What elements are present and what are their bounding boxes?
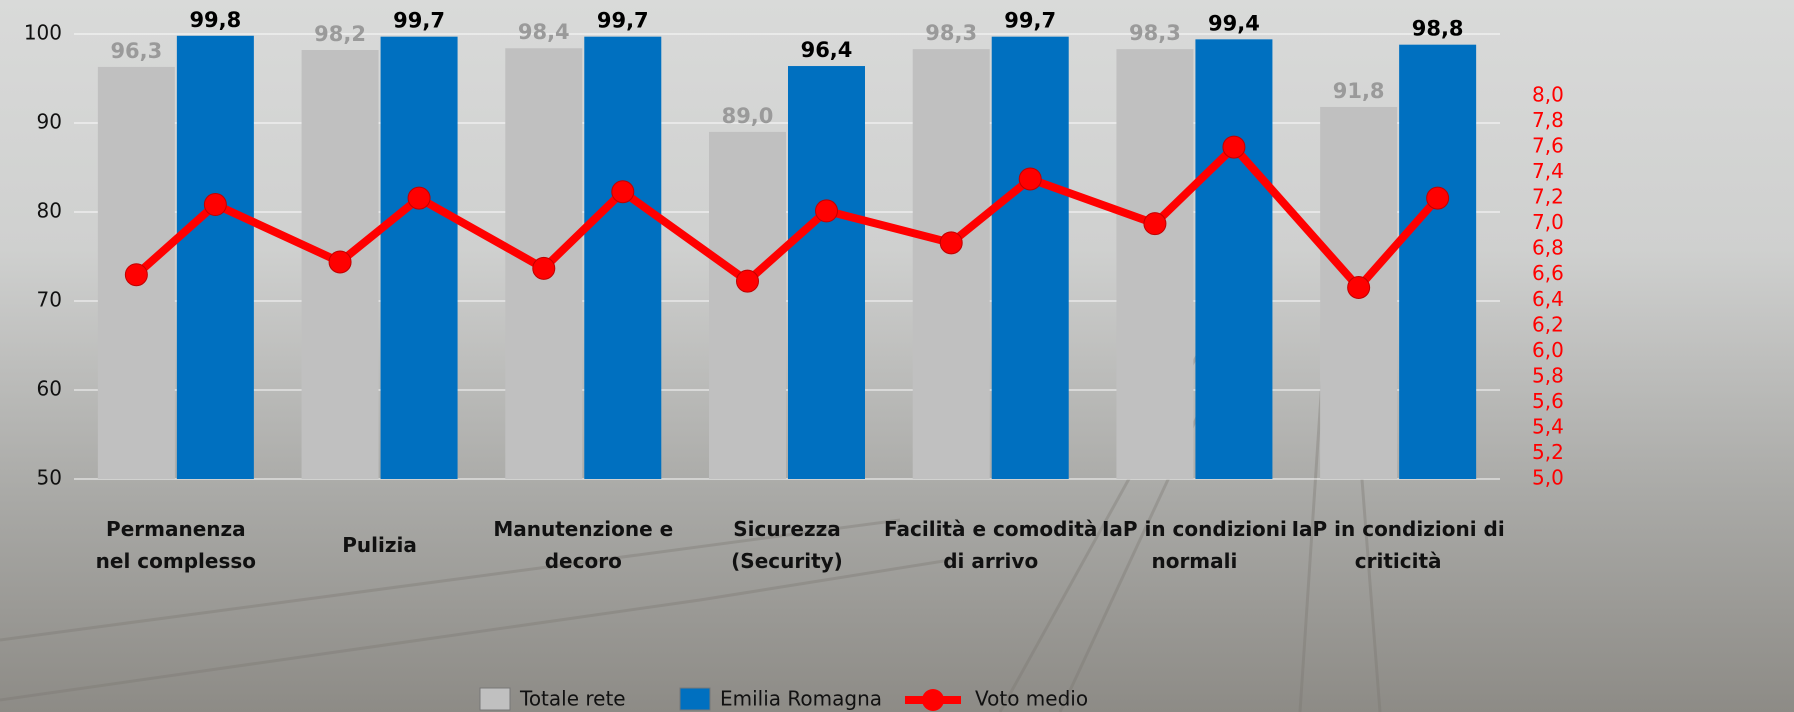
x-tick-label: Pulizia — [342, 533, 417, 557]
bar — [176, 35, 254, 479]
bar — [991, 36, 1069, 480]
bar — [709, 131, 786, 479]
bar — [1399, 44, 1477, 480]
x-tick-label: Sicurezza (Security) — [731, 517, 843, 573]
value-label: 91,8 — [1333, 79, 1385, 103]
value-label: 98,4 — [518, 20, 570, 44]
line-marker — [1426, 186, 1450, 210]
line-marker — [1347, 276, 1371, 299]
x-tick-label: IaP in condizioni di criticità — [1291, 517, 1505, 573]
line-marker — [328, 250, 352, 274]
line-marker — [124, 263, 148, 287]
line — [133, 143, 1441, 292]
bar — [1116, 49, 1194, 479]
line-marker — [736, 269, 759, 293]
y2-tick-label: 5,6 — [1532, 389, 1564, 413]
y2-tick-label: 7,6 — [1532, 134, 1564, 158]
value-label: 99,4 — [1208, 11, 1260, 35]
value-label: 98,8 — [1412, 17, 1464, 41]
y2-tick-label: 6,6 — [1532, 261, 1564, 285]
legend-swatch — [679, 687, 711, 711]
bar — [912, 49, 990, 479]
y-tick-label: 100 — [24, 21, 62, 45]
legend-swatch — [479, 687, 511, 711]
bar — [380, 36, 458, 480]
value-label: 96,4 — [801, 38, 853, 62]
legend-swatch — [922, 689, 944, 711]
value-label: 96,3 — [110, 39, 162, 63]
y2-tick-label: 7,8 — [1532, 108, 1564, 132]
bar — [584, 36, 662, 480]
y2-tick-label: 5,0 — [1532, 466, 1564, 490]
line-marker — [939, 231, 963, 255]
y2-tick-label: 7,0 — [1532, 210, 1564, 234]
value-label: 99,7 — [393, 9, 445, 33]
y2-tick-label: 6,2 — [1532, 312, 1564, 336]
value-label: 99,7 — [1004, 9, 1056, 33]
line-marker — [1018, 167, 1042, 191]
y2-tick-label: 7,2 — [1532, 185, 1564, 209]
y2-tick-label: 6,4 — [1532, 287, 1564, 311]
x-tick-label: Permanenza nel complesso — [95, 517, 257, 573]
y2-tick-label: 6,0 — [1532, 338, 1564, 362]
y2-tick-label: 5,2 — [1532, 440, 1564, 464]
y2-tick-label: 8,0 — [1532, 83, 1564, 107]
y-tick-label: 70 — [37, 288, 62, 312]
line-marker — [1143, 212, 1167, 236]
value-label: 99,8 — [189, 8, 241, 32]
bar — [1195, 39, 1273, 480]
value-label: 98,3 — [925, 21, 977, 45]
line-marker — [407, 186, 431, 210]
value-label: 98,2 — [314, 22, 366, 46]
y2-tick-label: 5,4 — [1532, 414, 1564, 438]
line-marker — [815, 199, 838, 223]
x-tick-label: IaP in condizioni normali — [1101, 517, 1287, 573]
legend-label: Emilia Romagna — [720, 687, 882, 711]
line-marker — [611, 180, 635, 204]
line-marker — [1222, 135, 1246, 159]
y-tick-label: 90 — [37, 110, 62, 134]
value-label: 89,0 — [722, 104, 774, 128]
y-tick-label: 50 — [37, 466, 62, 490]
y-tick-label: 60 — [37, 377, 62, 401]
line-marker — [203, 193, 227, 217]
legend-label: Totale rete — [519, 687, 626, 711]
value-label: 98,3 — [1129, 21, 1181, 45]
line-marker — [532, 256, 556, 280]
y2-tick-label: 6,8 — [1532, 236, 1564, 260]
x-tick-label: Facilità e comodità di arrivo — [884, 517, 1098, 573]
legend-label: Voto medio — [975, 687, 1088, 711]
bar — [788, 66, 865, 479]
x-tick-label: Manutenzione e decoro — [493, 517, 674, 573]
y2-tick-label: 5,8 — [1532, 363, 1564, 387]
y2-tick-label: 7,4 — [1532, 159, 1564, 183]
y-tick-label: 80 — [37, 199, 62, 223]
value-label: 99,7 — [597, 9, 649, 33]
